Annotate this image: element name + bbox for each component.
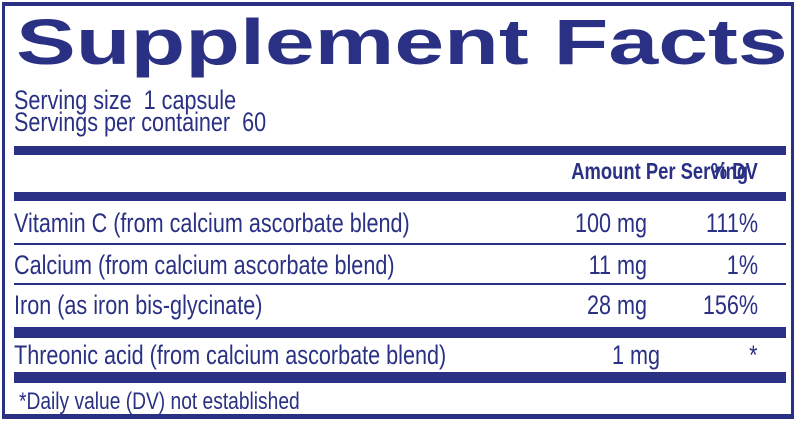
- nutrient-name-cell: Vitamin C (from calcium ascorbate blend): [14, 210, 527, 237]
- column-header-row: Amount Per Serving % DV: [14, 160, 786, 183]
- panel-border: [2, 2, 794, 419]
- nutrient-amount: 28 mg: [586, 290, 647, 320]
- nutrient-dv-cell: 156%: [647, 292, 786, 319]
- nutrient-amount-cell: 28 mg: [527, 292, 647, 319]
- nutrient-dv: 1%: [726, 250, 758, 280]
- row-divider-2: [14, 283, 786, 285]
- nutrient-name: Threonic acid (from calcium ascorbate bl…: [14, 340, 447, 370]
- nutrient-row-vitamin-c: Vitamin C (from calcium ascorbate blend)…: [14, 210, 786, 237]
- percent-dv-header-cell: % DV: [647, 160, 786, 183]
- serving-size-line: Serving size 1 capsule: [14, 87, 292, 114]
- nutrient-row-iron: Iron (as iron bis-glycinate) 28 mg 156%: [14, 292, 786, 319]
- separator-bar-bottom: [14, 372, 786, 383]
- nutrient-dv-cell: 1%: [647, 252, 786, 279]
- nutrient-amount: 1 mg: [612, 340, 661, 370]
- nutrient-row-calcium: Calcium (from calcium ascorbate blend) 1…: [14, 252, 786, 279]
- nutrient-dv-cell: 111%: [647, 210, 786, 237]
- separator-bar-header: [14, 192, 786, 201]
- nutrient-amount-cell: 11 mg: [527, 252, 647, 279]
- nutrient-amount: 11 mg: [588, 250, 647, 280]
- nutrient-dv: *: [749, 340, 758, 370]
- nutrient-name-cell: Calcium (from calcium ascorbate blend): [14, 252, 527, 279]
- nutrient-amount-cell: 1 mg: [554, 342, 660, 369]
- nutrient-dv: 111%: [705, 208, 758, 238]
- nutrient-name-cell: Iron (as iron bis-glycinate): [14, 292, 527, 319]
- panel-title: Supplement Facts: [16, 6, 788, 78]
- servings-per-container-text: Servings per container 60: [14, 107, 267, 137]
- nutrient-name: Vitamin C (from calcium ascorbate blend): [14, 208, 410, 238]
- nutrient-dv-cell: *: [660, 342, 786, 369]
- separator-bar-mid: [14, 327, 786, 338]
- nutrient-name: Calcium (from calcium ascorbate blend): [14, 250, 395, 280]
- nutrient-row-threonic-acid: Threonic acid (from calcium ascorbate bl…: [14, 342, 786, 369]
- nutrient-name-cell: Threonic acid (from calcium ascorbate bl…: [14, 342, 554, 369]
- nutrient-dv: 156%: [702, 290, 758, 320]
- nutrient-amount: 100 mg: [574, 208, 647, 238]
- percent-dv-header: % DV: [710, 158, 758, 184]
- amount-per-serving-header: Amount Per Serving: [571, 158, 749, 184]
- row-divider-1: [14, 243, 786, 245]
- separator-bar-top: [14, 146, 786, 155]
- nutrient-amount-cell: 100 mg: [527, 210, 647, 237]
- footnote: *Daily value (DV) not established: [19, 390, 370, 414]
- serving-size-text: Serving size 1 capsule: [14, 85, 237, 115]
- amount-per-serving-header-cell: Amount Per Serving: [527, 160, 748, 183]
- nutrient-name: Iron (as iron bis-glycinate): [14, 290, 263, 320]
- servings-per-container-line: Servings per container 60: [14, 109, 329, 136]
- footnote-text: *Daily value (DV) not established: [19, 388, 300, 415]
